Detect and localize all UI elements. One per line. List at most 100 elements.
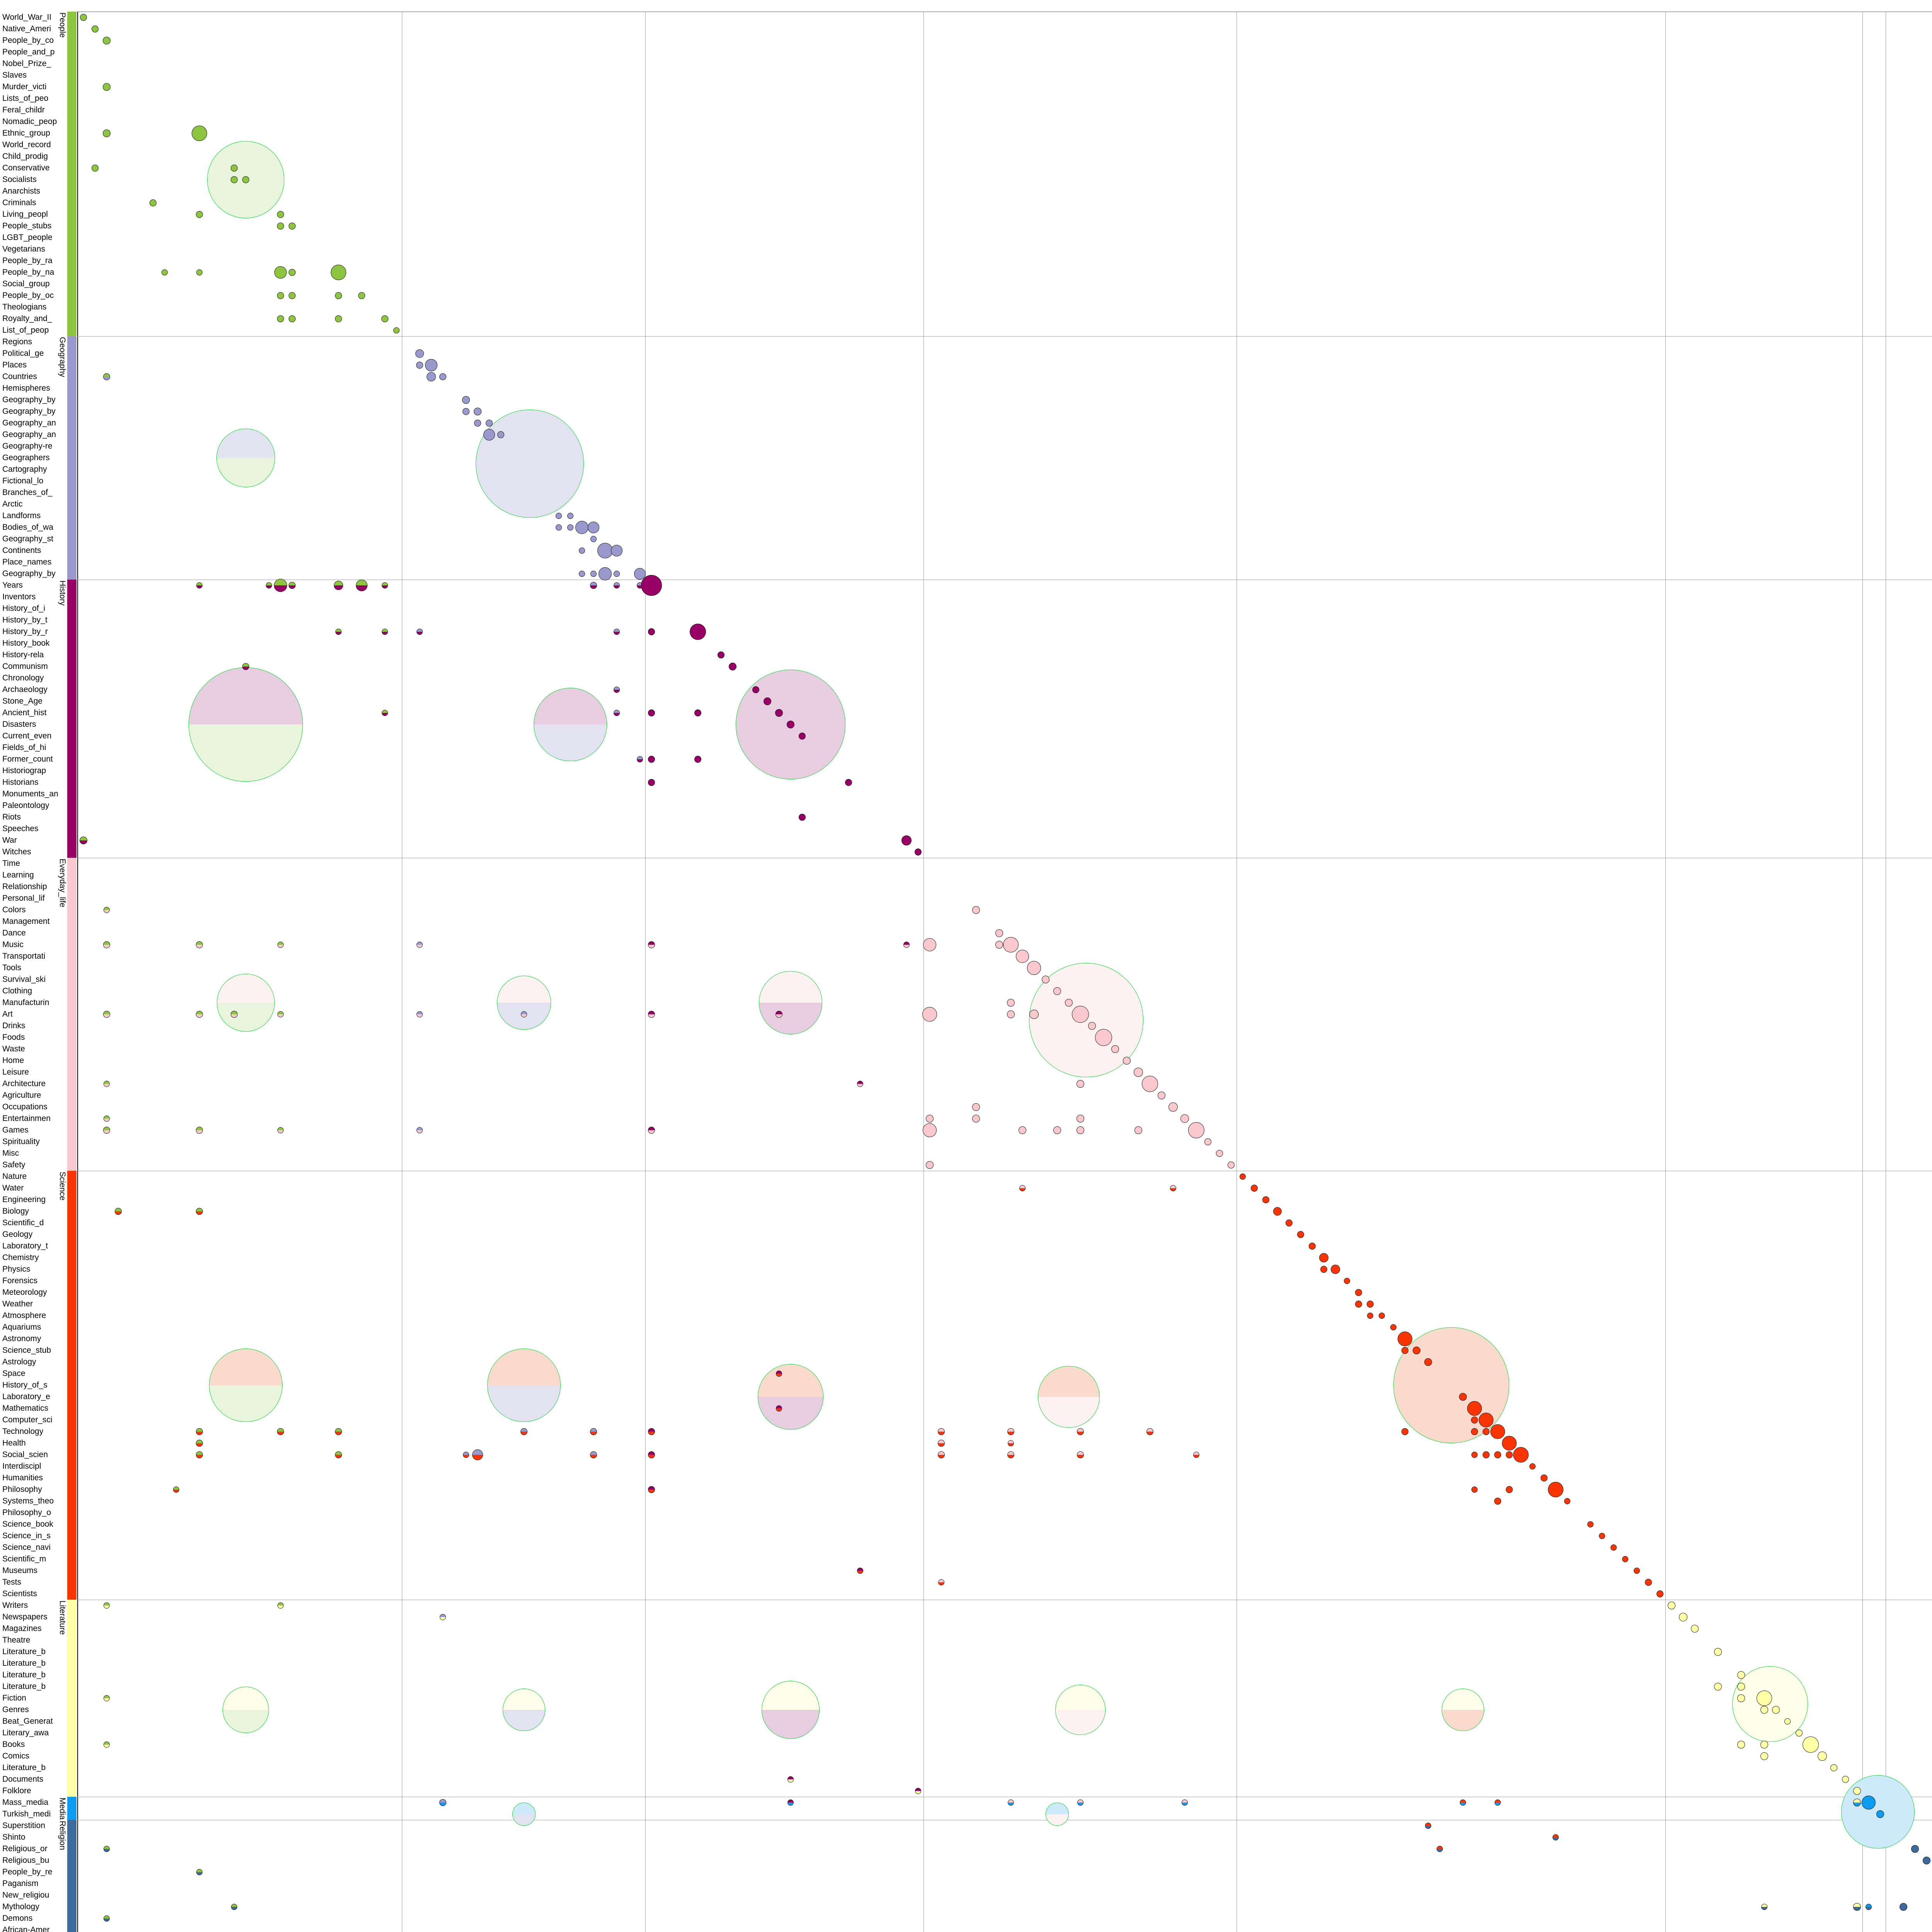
cooccurrence-bubble <box>1344 1278 1350 1284</box>
cooccurrence-bubble <box>1413 1347 1420 1354</box>
block-halo-bubble <box>1055 1685 1105 1735</box>
cooccurrence-bubble <box>641 575 662 596</box>
cooccurrence-bubble <box>1072 1006 1089 1023</box>
row-label: Speeches <box>2 824 39 833</box>
row-label: Bodies_of_wa <box>2 523 53 532</box>
row-label: Political_ge <box>2 349 44 358</box>
cooccurrence-bubble <box>938 1451 945 1458</box>
cooccurrence-bubble <box>483 429 495 440</box>
cooccurrence-bubble <box>1437 1846 1443 1852</box>
cooccurrence-bubble <box>472 1449 483 1460</box>
row-label: Countries <box>2 372 37 381</box>
row-label: Communism <box>2 662 48 671</box>
cooccurrence-bubble <box>335 315 342 322</box>
block-halo-bubble <box>209 1349 282 1422</box>
cooccurrence-bubble <box>1146 1428 1153 1435</box>
row-label: Ancient_hist <box>2 708 47 717</box>
cooccurrence-bubble <box>289 223 296 230</box>
cooccurrence-bubble <box>1656 1590 1663 1597</box>
row-label: People_and_p <box>2 48 55 56</box>
row-label: Royalty_and_ <box>2 314 52 323</box>
cooccurrence-bubble <box>1168 1102 1178 1112</box>
cooccurrence-bubble <box>1053 1126 1061 1134</box>
block-halo-bubble <box>497 976 551 1030</box>
cooccurrence-bubble <box>648 941 655 948</box>
cooccurrence-bubble <box>1182 1799 1188 1806</box>
cooccurrence-bubble <box>92 165 99 172</box>
row-label: People_by_na <box>2 268 54 277</box>
row-label: Geography_st <box>2 534 53 543</box>
cooccurrence-bubble <box>1007 1010 1015 1018</box>
cooccurrence-bubble <box>690 624 706 640</box>
row-label: List_of_peop <box>2 326 49 335</box>
row-label: Genres <box>2 1705 29 1714</box>
row-label: Scientists <box>2 1589 37 1598</box>
row-label: Historiograp <box>2 766 46 775</box>
left-section-name: People <box>58 12 67 38</box>
row-label: Forensics <box>2 1276 38 1285</box>
left-section-bar-religion <box>67 1820 77 1932</box>
cooccurrence-bubble <box>1796 1730 1803 1736</box>
cooccurrence-bubble <box>274 579 287 592</box>
cooccurrence-bubble <box>1599 1533 1605 1539</box>
cooccurrence-bubble <box>1355 1301 1362 1308</box>
row-label: African-Amer <box>2 1925 50 1932</box>
row-label: Cartography <box>2 465 47 474</box>
row-label: History_by_r <box>2 627 48 636</box>
cooccurrence-bubble <box>1331 1265 1340 1274</box>
cooccurrence-bubble <box>289 582 296 589</box>
cooccurrence-bubble <box>938 1440 945 1447</box>
cooccurrence-bubble <box>637 756 643 762</box>
row-label: Atmosphere <box>2 1311 46 1320</box>
cooccurrence-bubble <box>1077 1428 1084 1435</box>
cooccurrence-bubble <box>1737 1694 1745 1702</box>
cooccurrence-bubble <box>1077 1126 1084 1134</box>
row-label: Monuments_an <box>2 789 58 798</box>
cooccurrence-bubble <box>1240 1173 1246 1180</box>
cooccurrence-bubble <box>1679 1613 1687 1621</box>
row-label: Tests <box>2 1578 22 1587</box>
cooccurrence-bubble <box>277 292 284 299</box>
cooccurrence-bubble <box>590 1451 597 1458</box>
cooccurrence-bubble <box>923 938 936 951</box>
cooccurrence-bubble <box>694 756 701 763</box>
cooccurrence-bubble <box>915 849 922 855</box>
cooccurrence-bubble <box>556 513 562 519</box>
cooccurrence-bubble <box>1529 1463 1536 1469</box>
cooccurrence-bubble <box>115 1208 122 1215</box>
block-halo-bubble <box>223 1687 269 1733</box>
cooccurrence-bubble <box>1645 1579 1652 1586</box>
row-label: Geography_by <box>2 395 56 404</box>
row-label: Relationship <box>2 882 47 891</box>
block-halo-bubble <box>476 410 584 518</box>
row-label: History_by_t <box>2 616 48 624</box>
cooccurrence-bubble <box>648 1011 655 1018</box>
cooccurrence-bubble <box>590 1428 597 1435</box>
row-label: Drinks <box>2 1021 26 1030</box>
cooccurrence-bubble <box>1760 1752 1768 1760</box>
cooccurrence-bubble <box>1471 1428 1478 1435</box>
cooccurrence-bubble <box>648 1127 655 1134</box>
row-label: History_of_s <box>2 1381 48 1389</box>
cooccurrence-bubble <box>1320 1266 1327 1273</box>
cooccurrence-bubble <box>1587 1521 1594 1527</box>
cooccurrence-bubble <box>335 1428 342 1435</box>
cooccurrence-bubble <box>1262 1196 1269 1203</box>
cooccurrence-bubble <box>776 1011 782 1018</box>
row-label: Social_group <box>2 279 50 288</box>
cooccurrence-bubble <box>926 1115 934 1122</box>
cooccurrence-bubble <box>1479 1413 1493 1427</box>
row-label: Shinto <box>2 1833 26 1842</box>
row-label: Clothing <box>2 986 32 995</box>
cooccurrence-bubble <box>1737 1671 1745 1679</box>
cooccurrence-bubble <box>356 580 367 591</box>
cooccurrence-bubble <box>845 779 852 786</box>
cooccurrence-bubble <box>425 359 437 371</box>
row-label: Literature_b <box>2 1670 46 1679</box>
cooccurrence-bubble <box>972 1103 980 1111</box>
cooccurrence-bubble <box>1471 1417 1478 1423</box>
cooccurrence-bubble <box>938 1428 945 1435</box>
cooccurrence-bubble <box>1398 1332 1412 1346</box>
block-halo-bubble <box>1442 1689 1484 1731</box>
cooccurrence-bubble <box>1216 1150 1223 1157</box>
